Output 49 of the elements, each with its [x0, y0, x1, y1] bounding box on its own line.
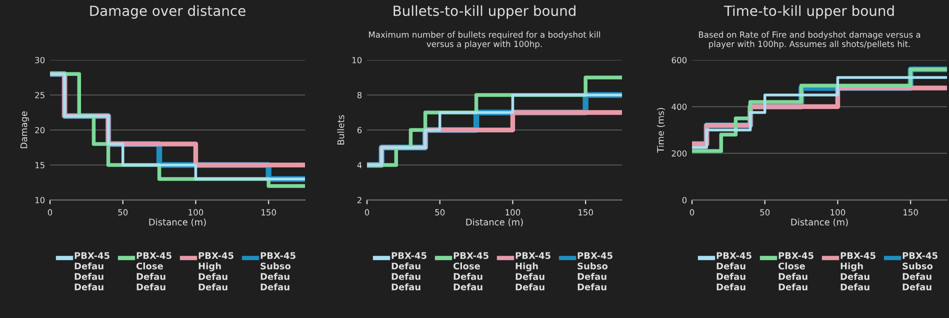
legend-label: PBX-45 Close Defau Defau [453, 252, 488, 290]
legend-label: PBX-45 High Defau Defau [840, 252, 876, 290]
y-tick-label: 8 [357, 92, 362, 98]
y-tick-label: 6 [357, 126, 362, 134]
y-tick-label: 0 [682, 196, 687, 204]
x-tick-label: 0 [364, 209, 370, 216]
legend-label: PBX-45 Subso Defau Defau [260, 252, 296, 290]
y-tick-label: 10 [352, 56, 362, 64]
y-tick-label: 4 [357, 162, 362, 168]
y-tick-label: 200 [672, 150, 687, 157]
y-tick-label: 15 [35, 162, 44, 168]
legend-label: PBX-45 Defau Defau Defau [74, 252, 110, 290]
x-axis-title: Distance (m) [466, 218, 523, 227]
chart-subtitle: Based on Rate of Fire and bodyshot damage versus a player with 100hp. Assumes all shots/pellets hit. [698, 31, 920, 49]
y-tick-label: 2 [357, 196, 362, 204]
legend-label: PBX-45 High Defau Defau [198, 252, 234, 290]
x-tick-label: 100 [506, 209, 520, 216]
y-tick-label: 400 [672, 104, 687, 110]
y-axis-title: Damage [20, 111, 29, 148]
legend-label: PBX-45 Close Defau Defau [778, 252, 814, 290]
x-tick-label: 150 [578, 209, 593, 216]
chart-title: Damage over distance [90, 5, 246, 19]
chart-title: Time-to-kill upper bound [724, 5, 894, 19]
x-tick-label: 150 [262, 209, 276, 216]
legend-label: PBX-45 Defau Defau Defau [392, 252, 426, 290]
legend-label: PBX-45 Close Defau Defau [136, 252, 172, 290]
y-tick-label: 20 [35, 126, 45, 134]
x-tick-label: 0 [48, 209, 52, 216]
legend-label: PBX-45 High Defau Defau [516, 252, 550, 290]
legend-label: PBX-45 Subso Defau Defau [578, 252, 612, 290]
legend-label: PBX-45 Defau Defau Defau [716, 252, 752, 290]
y-axis-title: Time (ms) [656, 108, 665, 153]
x-axis-title: Distance (m) [149, 218, 206, 227]
legend-label: PBX-45 Subso Defau Defau [902, 252, 938, 290]
x-tick-label: 100 [188, 209, 204, 216]
y-tick-label: 25 [35, 92, 44, 98]
chart-subtitle: Maximum number of bullets required for a bodyshot kill versus a player with 100hp. [369, 31, 600, 49]
y-axis-title: Bullets [337, 115, 344, 144]
y-tick-label: 600 [672, 56, 687, 64]
x-tick-label: 100 [830, 209, 846, 216]
x-tick-label: 0 [690, 209, 694, 216]
y-tick-label: 10 [35, 196, 45, 204]
x-tick-label: 50 [435, 209, 445, 216]
y-tick-label: 30 [35, 56, 45, 64]
x-tick-label: 150 [904, 209, 918, 216]
x-tick-label: 50 [118, 209, 128, 216]
x-tick-label: 50 [760, 209, 770, 216]
chart-title: Bullets-to-kill upper bound [394, 5, 576, 19]
x-axis-title: Distance (m) [791, 218, 848, 227]
